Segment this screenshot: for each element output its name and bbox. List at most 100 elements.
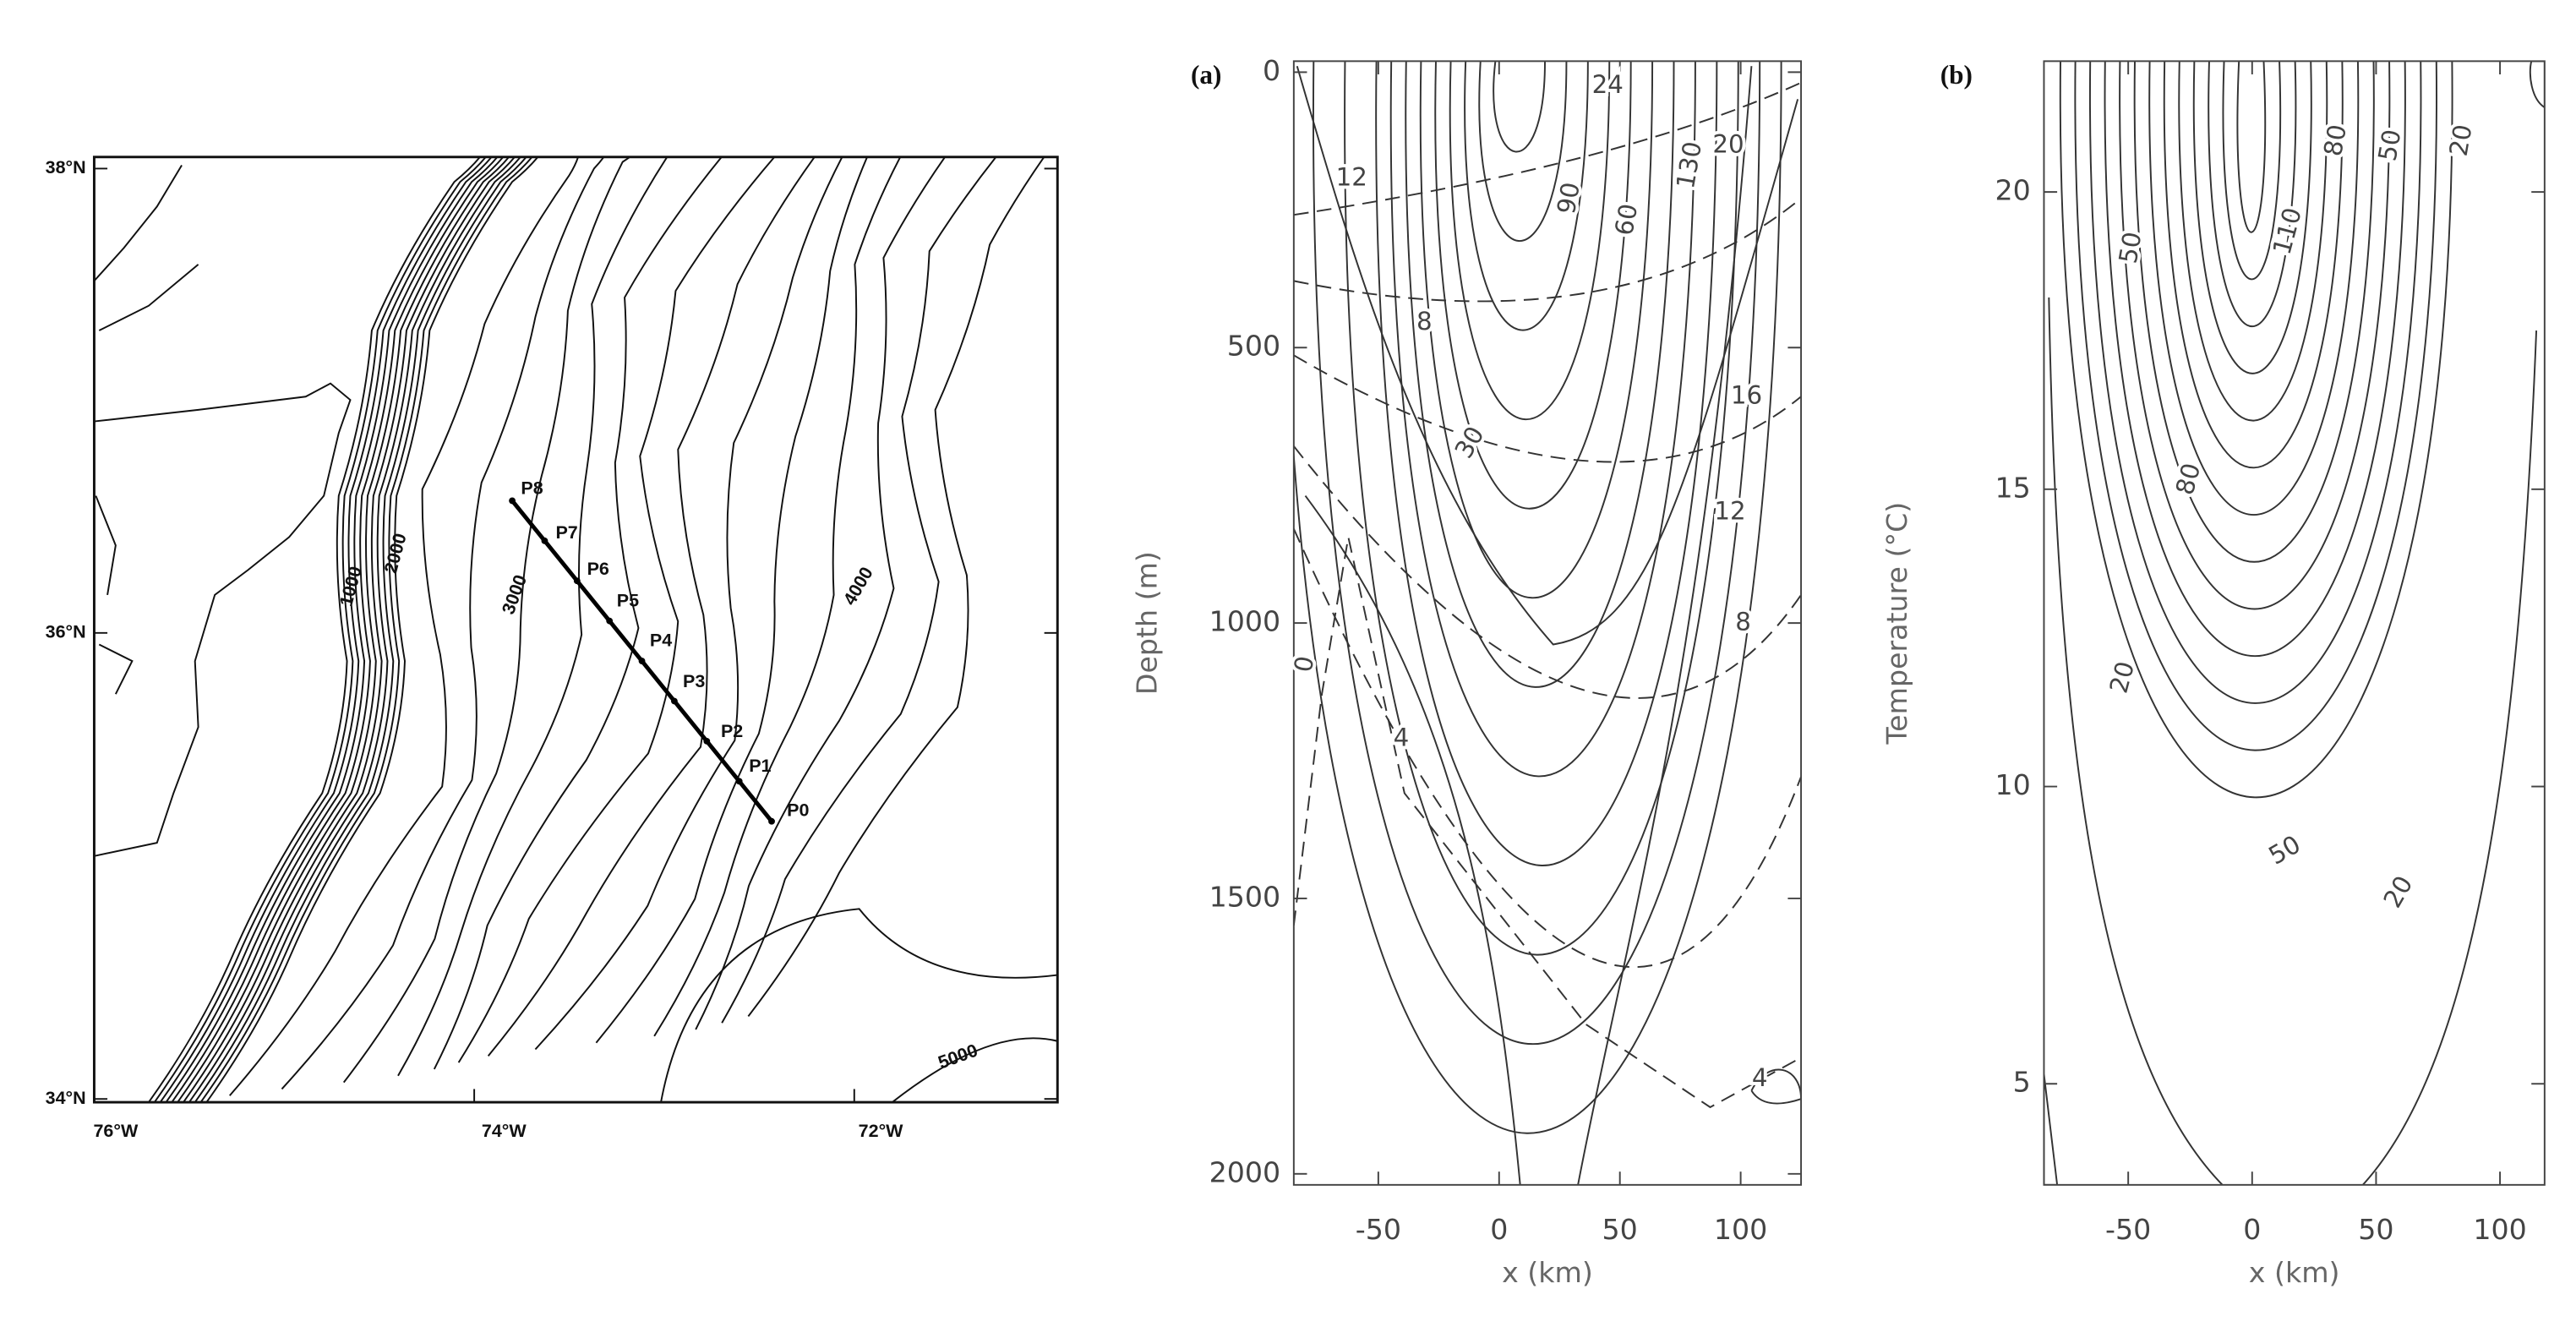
- contour-line: [1464, 61, 1589, 331]
- contour-label: 80: [2170, 460, 2206, 498]
- station: [671, 697, 678, 705]
- isobath: [892, 1037, 1058, 1103]
- contour-line: [1389, 61, 1696, 778]
- y-axis-label: Temperature (°C): [1880, 502, 1913, 745]
- contour-label: 24: [1592, 70, 1624, 99]
- contour-line: [2178, 61, 2328, 422]
- contour-label: 20: [2104, 658, 2140, 696]
- isobath: [721, 156, 997, 1024]
- x-tick-label: 100: [2473, 1213, 2526, 1246]
- x-tick-label: -50: [2105, 1213, 2151, 1246]
- contour-label: 60: [1609, 201, 1643, 238]
- isotherm-line: [1293, 528, 1802, 969]
- contour-line: [1375, 61, 1718, 866]
- contour-label: 50: [2114, 230, 2148, 266]
- lat-label: 34°N: [46, 1088, 86, 1108]
- isobath: [205, 156, 539, 1103]
- y-tick-label: 2000: [1209, 1155, 1281, 1188]
- contour-label: 90: [1552, 180, 1585, 216]
- lat-label: 36°N: [46, 622, 86, 642]
- isobath-label: 5000: [936, 1040, 980, 1073]
- contour-line: [2192, 61, 2312, 374]
- x-tick-label: 100: [1714, 1213, 1767, 1246]
- isobath: [165, 156, 499, 1103]
- x-tick-label: 0: [2243, 1213, 2261, 1246]
- contour-label: 8: [1416, 307, 1433, 336]
- contour-line: [2222, 61, 2282, 281]
- station-label: P7: [555, 522, 577, 543]
- station-label: P0: [787, 800, 809, 821]
- lon-label: 76°W: [93, 1121, 139, 1141]
- contour-line: [1304, 494, 1521, 1185]
- contour-line: [2236, 61, 2267, 233]
- contour-line: [2089, 61, 2422, 704]
- x-tick-label: 50: [1602, 1213, 1638, 1246]
- isobath: [171, 156, 505, 1103]
- isobath: [281, 156, 605, 1090]
- station: [606, 617, 614, 625]
- contour-label: 30: [1449, 422, 1490, 463]
- panel-label: (b): [1940, 60, 1973, 90]
- contour-line: [1293, 61, 1782, 1134]
- station: [573, 577, 581, 585]
- x-axis-label: x (km): [2249, 1256, 2340, 1289]
- isobath: [154, 156, 487, 1103]
- isobath: [148, 156, 482, 1103]
- contour-label: 12: [1714, 497, 1745, 526]
- contour-line: [1577, 66, 1753, 1185]
- isobath: [747, 156, 1045, 1018]
- contour-label: 110: [2268, 205, 2307, 258]
- contour-line: [1478, 61, 1568, 242]
- contour-line: [1449, 61, 1611, 420]
- isotherm-line: [1293, 537, 1802, 1109]
- plot-frame: [1292, 60, 1803, 1186]
- contour-line: [1419, 61, 1654, 599]
- isotherm-line: [1293, 197, 1802, 303]
- plot-frame: [2043, 60, 2546, 1186]
- contour-label: 20: [2377, 871, 2418, 912]
- isobath: [194, 156, 527, 1103]
- station-label: P2: [721, 721, 743, 741]
- y-tick-label: 20: [1995, 174, 2031, 207]
- contour-line: [1405, 61, 1675, 688]
- contour-line: [1493, 61, 1546, 153]
- contour-label: 50: [2373, 127, 2407, 163]
- contour-line: [2104, 61, 2406, 658]
- y-axis-label: Depth (m): [1130, 551, 1163, 695]
- contour-line: [2119, 61, 2391, 610]
- coast-detail: [94, 165, 199, 695]
- lat-label: 38°N: [46, 157, 86, 177]
- contour-line: [1434, 61, 1632, 510]
- isobath: [229, 156, 580, 1096]
- map-frame: [92, 156, 1059, 1104]
- contour-label: 8: [1735, 608, 1751, 636]
- station-label: P5: [617, 590, 639, 610]
- panel-b: -50 0 50 100 5 10 15 20 x (km) Temperature (°C) (b…: [1880, 60, 2546, 1289]
- contour-label: 4: [1394, 723, 1410, 751]
- contour-label: 20: [2444, 123, 2478, 159]
- isotherm-line: [1293, 81, 1802, 216]
- station: [541, 537, 548, 544]
- contour-line: [1313, 61, 1761, 1045]
- isobath: [487, 156, 816, 1057]
- y-tick-label: 1500: [1209, 880, 1281, 913]
- station: [638, 658, 646, 664]
- isobath: [695, 156, 947, 1030]
- station: [735, 778, 743, 785]
- contour-line: [1296, 65, 1799, 646]
- isobath: [653, 156, 902, 1037]
- y-tick-label: 5: [2013, 1066, 2031, 1099]
- y-tick-label: 10: [1995, 768, 2031, 801]
- contour-line: [2059, 61, 2453, 799]
- isobath: [660, 908, 1058, 1103]
- isobath: [199, 156, 533, 1103]
- isobath-label: 2000: [380, 531, 411, 575]
- station: [509, 497, 516, 505]
- isobath: [397, 156, 669, 1077]
- contour-label: 12: [1336, 163, 1367, 192]
- station: [703, 737, 711, 745]
- coastline: [94, 382, 352, 857]
- contour-label: 16: [1731, 381, 1762, 410]
- station-label: P1: [749, 756, 771, 776]
